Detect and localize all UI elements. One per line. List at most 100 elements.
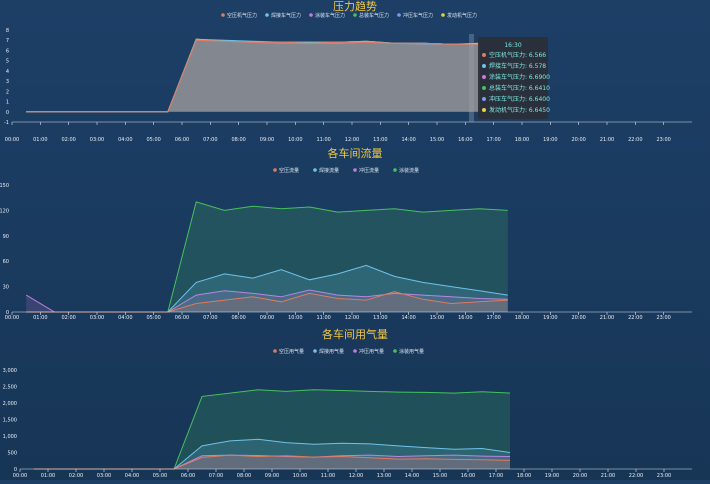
x-tick-label: 07:00 <box>203 315 217 321</box>
tooltip-marker <box>482 53 486 57</box>
x-tick-label: 18:00 <box>515 315 529 321</box>
x-tick-label: 09:00 <box>260 137 274 143</box>
x-tick-label: 05:00 <box>146 137 160 143</box>
legend-marker[interactable] <box>353 349 357 353</box>
x-tick-label: 17:00 <box>486 137 500 143</box>
tooltip-row: 空压机气压力: 6.566 <box>489 51 546 59</box>
x-tick-label: 05:00 <box>153 473 167 479</box>
x-tick-label: 23:00 <box>656 137 670 143</box>
legend-item[interactable]: 焊接用气量 <box>319 348 344 355</box>
x-tick-label: 16:00 <box>461 473 475 479</box>
tooltip-marker <box>482 108 486 112</box>
legend-marker[interactable] <box>221 13 225 17</box>
legend-marker[interactable] <box>393 168 397 172</box>
tooltip-time: 16:30 <box>504 42 521 49</box>
legend-item[interactable]: 冲压流量 <box>359 167 379 174</box>
y-tick-label: 30 <box>3 285 9 291</box>
legend-marker[interactable] <box>273 168 277 172</box>
x-tick-label: 18:00 <box>515 137 529 143</box>
x-tick-label: 11:00 <box>321 473 335 479</box>
x-tick-label: 13:00 <box>377 473 391 479</box>
x-tick-label: 04:00 <box>118 137 132 143</box>
y-tick-label: 1,500 <box>3 418 17 424</box>
x-tick-label: 07:00 <box>209 473 223 479</box>
x-tick-label: 12:00 <box>349 473 363 479</box>
x-tick-label: 17:00 <box>489 473 503 479</box>
legend-item[interactable]: 发动机气压力 <box>447 12 477 19</box>
legend-marker[interactable] <box>313 168 317 172</box>
chart-title: 压力趋势 <box>333 0 377 13</box>
y-tick-label: -1 <box>4 120 9 126</box>
tooltip-marker <box>482 97 486 101</box>
legend-marker[interactable] <box>265 13 269 17</box>
x-tick-label: 03:00 <box>90 315 104 321</box>
tooltip: 16:30 空压机气压力: 6.566 焊接车气压力: 6.578 涂装车气压力: 6… <box>469 34 550 122</box>
legend-item[interactable]: 涂装用气量 <box>399 348 424 355</box>
legend-marker[interactable] <box>273 349 277 353</box>
legend-item[interactable]: 焊接车气压力 <box>271 12 301 19</box>
legend-item[interactable]: 空压机气压力 <box>227 12 257 19</box>
legend-item[interactable]: 涂装流量 <box>399 167 419 174</box>
series-area <box>26 40 480 112</box>
x-tick-label: 14:00 <box>401 137 415 143</box>
legend-item[interactable]: 涂装车气压力 <box>315 12 345 19</box>
x-tick-label: 14:00 <box>405 473 419 479</box>
x-tick-label: 04:00 <box>118 315 132 321</box>
x-tick-label: 15:00 <box>430 315 444 321</box>
x-tick-label: 10:00 <box>293 473 307 479</box>
series-area <box>26 291 508 312</box>
series-area <box>26 39 480 112</box>
x-tick-label: 09:00 <box>265 473 279 479</box>
legend-item[interactable]: 空压流量 <box>279 167 299 174</box>
legend-marker[interactable] <box>393 349 397 353</box>
legend-marker[interactable] <box>397 13 401 17</box>
series-area <box>34 455 510 469</box>
tooltip-box <box>478 37 548 119</box>
series-area <box>26 265 508 312</box>
legend-item[interactable]: 冲压车气压力 <box>403 12 433 19</box>
x-tick-label: 12:00 <box>345 137 359 143</box>
y-tick-label: 6 <box>6 48 9 54</box>
x-tick-label: 18:00 <box>517 473 531 479</box>
x-tick-label: 20:00 <box>571 137 585 143</box>
legend-marker[interactable] <box>353 168 357 172</box>
series-area <box>26 40 480 112</box>
y-tick-label: 150 <box>0 183 9 189</box>
chart-legend: 空压流量 焊接流量 冲压流量 涂装流量 <box>273 167 419 174</box>
legend-marker[interactable] <box>309 13 313 17</box>
series-area <box>26 39 480 112</box>
x-tick-label: 10:00 <box>288 137 302 143</box>
legend-item[interactable]: 冲压用气量 <box>359 348 384 355</box>
y-tick-label: 0 <box>6 310 9 316</box>
x-tick-label: 00:00 <box>13 473 27 479</box>
y-tick-label: 90 <box>3 234 9 240</box>
y-tick-label: 1,000 <box>3 434 17 440</box>
tooltip-cursor <box>469 34 474 122</box>
legend-marker[interactable] <box>353 13 357 17</box>
x-tick-label: 16:00 <box>458 315 472 321</box>
x-tick-label: 08:00 <box>231 315 245 321</box>
x-tick-label: 21:00 <box>600 315 614 321</box>
x-tick-label: 19:00 <box>543 137 557 143</box>
x-tick-label: 17:00 <box>486 315 500 321</box>
x-tick-label: 15:00 <box>433 473 447 479</box>
legend-item[interactable]: 焊接流量 <box>319 167 339 174</box>
legend-item[interactable]: 空压用气量 <box>279 348 304 355</box>
legend-item[interactable]: 总装车气压力 <box>359 12 389 19</box>
tooltip-marker <box>482 75 486 79</box>
x-tick-label: 02:00 <box>61 315 75 321</box>
x-tick-label: 03:00 <box>97 473 111 479</box>
chart-legend: 空压机气压力 焊接车气压力 涂装车气压力 总装车气压力 冲压车气压力 发动机气压力 <box>221 12 477 19</box>
x-tick-label: 16:00 <box>458 137 472 143</box>
y-tick-label: 2,500 <box>3 385 17 391</box>
series-line <box>26 39 480 113</box>
legend-marker[interactable] <box>441 13 445 17</box>
series-area <box>26 40 480 112</box>
y-tick-label: 2,000 <box>3 401 17 407</box>
tooltip-row: 冲压车气压力: 6.6400 <box>489 95 550 103</box>
legend-marker[interactable] <box>313 349 317 353</box>
x-tick-label: 01:00 <box>41 473 55 479</box>
